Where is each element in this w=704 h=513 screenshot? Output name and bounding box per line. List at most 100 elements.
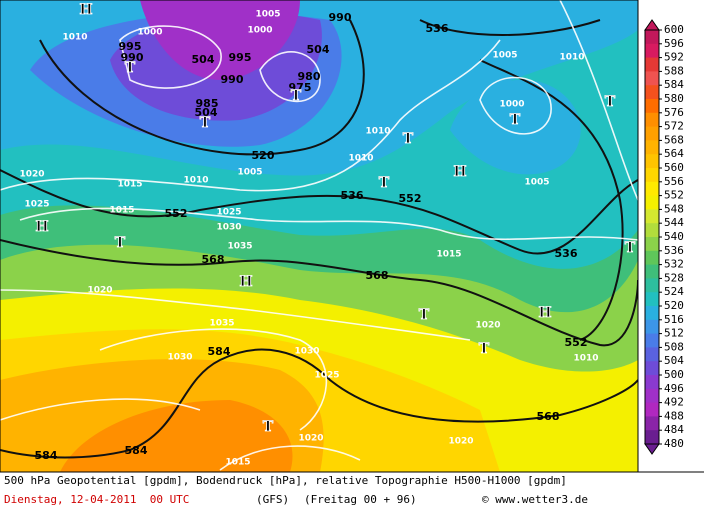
geopotential-label: 985 [196, 97, 219, 110]
geopotential-label: 990 [121, 51, 144, 64]
colorbar-label: 548 [664, 202, 684, 215]
isobar-label: 1010 [365, 127, 390, 137]
pressure-center-label: T [403, 131, 414, 147]
colorbar-band [645, 99, 659, 114]
colorbar-band [645, 154, 659, 169]
colorbar-band [645, 181, 659, 197]
colorbar-label: 484 [664, 423, 684, 436]
colorbar-band [645, 71, 659, 86]
colorbar-label: 492 [664, 396, 684, 409]
isobar-label: 1005 [524, 178, 549, 188]
pressure-center-label: T [510, 112, 521, 128]
isobar-label: 1010 [183, 176, 208, 186]
colorbar-label: 520 [664, 299, 684, 312]
colorbar-band [645, 57, 659, 72]
isobar-label: 1010 [348, 154, 373, 164]
colorbar-label: 584 [664, 78, 684, 91]
colorbar-label: 588 [664, 64, 684, 77]
geopotential-label: 568 [202, 253, 225, 266]
colorbar-band [645, 237, 659, 252]
geopotential-label: 520 [252, 149, 275, 162]
isobar-label: 1000 [499, 100, 524, 110]
pressure-center-label: H [453, 164, 466, 180]
colorbar-label: 596 [664, 37, 684, 50]
geopotential-label: 980 [298, 70, 321, 83]
colorbar-band [645, 319, 659, 335]
isobar-label: 1005 [237, 168, 262, 178]
colorbar-label: 556 [664, 175, 684, 188]
isobar-label: 1020 [87, 286, 112, 296]
map-background [0, 0, 638, 472]
pressure-center-label: T [625, 240, 636, 256]
isobar-label: 1030 [294, 347, 319, 357]
colorbar-label: 572 [664, 120, 684, 133]
colorbar-label: 480 [664, 437, 684, 450]
colorbar-label: 512 [664, 327, 684, 340]
colorbar-label: 592 [664, 51, 684, 64]
colorbar-band [645, 250, 659, 266]
pressure-center-label: T [263, 419, 274, 435]
colorbar-band [645, 264, 659, 279]
colorbar-band [645, 223, 659, 238]
pressure-center-label: T [115, 235, 126, 251]
isobar-label: 1035 [209, 319, 234, 329]
geopotential-label: 975 [289, 81, 312, 94]
colorbar-label: 504 [664, 354, 684, 367]
footer-run: (Freitag 00 + 96) [304, 493, 417, 506]
colorbar-label: 528 [664, 271, 684, 284]
colorbar-band [645, 209, 659, 224]
colorbar-band [645, 168, 659, 183]
isobar-label: 1010 [559, 53, 584, 63]
colorbar-band [645, 388, 659, 404]
geopotential-label: 584 [35, 449, 58, 462]
geopotential-label: 568 [366, 269, 389, 282]
isobar-label: 1020 [19, 170, 44, 180]
geopotential-label: 552 [165, 207, 188, 220]
geopotential-label: 504 [307, 43, 330, 56]
colorbar-label: 524 [664, 285, 684, 298]
pressure-center-label: H [79, 2, 92, 18]
pressure-center-label: T [479, 341, 490, 357]
colorbar-arrow-bottom [644, 443, 660, 455]
pressure-center-label: T [200, 115, 211, 131]
colorbar-arrow-top [644, 19, 660, 31]
isobar-label: 1015 [225, 458, 250, 468]
isobar-label: 1030 [216, 223, 241, 233]
isobar-label: 1035 [227, 242, 252, 252]
pressure-center-label: T [605, 94, 616, 110]
geopotential-label: 504 [192, 53, 215, 66]
pressure-center-label: H [239, 274, 252, 290]
geopotential-label: 990 [221, 73, 244, 86]
isobar-label: 1015 [436, 250, 461, 260]
colorbar-label: 508 [664, 340, 684, 353]
isobar-label: 1025 [314, 371, 339, 381]
isobar-label: 1030 [167, 353, 192, 363]
colorbar-band [645, 292, 659, 307]
colorbar-band [645, 140, 659, 155]
footer-date: Dienstag, 12-04-2011 00 UTC [4, 493, 189, 506]
colorbar-label: 516 [664, 313, 684, 326]
geopotential-label: 995 [229, 51, 252, 64]
colorbar-band [645, 278, 659, 293]
colorbar-label: 496 [664, 382, 684, 395]
isobar-label: 1010 [62, 33, 87, 43]
geopotential-label: 552 [565, 336, 588, 349]
isobar-label: 1015 [109, 206, 134, 216]
colorbar-band [645, 195, 659, 210]
isobar-label: 1020 [448, 437, 473, 447]
colorbar-band [645, 416, 659, 431]
pressure-center-label: H [538, 305, 551, 321]
colorbar-label: 544 [664, 216, 684, 229]
pressure-center-label: T [419, 307, 430, 323]
footer-model: (GFS) [256, 493, 289, 506]
isobar-label: 1020 [475, 321, 500, 331]
footer-description: 500 hPa Geopotential [gpdm], Bodendruck … [4, 474, 567, 487]
colorbar-band [645, 333, 659, 348]
colorbar-band [645, 43, 659, 59]
footer-credit: © www.wetter3.de [482, 493, 588, 506]
geopotential-label: 584 [208, 345, 231, 358]
colorbar-label: 560 [664, 161, 684, 174]
colorbar-label: 564 [664, 147, 684, 160]
